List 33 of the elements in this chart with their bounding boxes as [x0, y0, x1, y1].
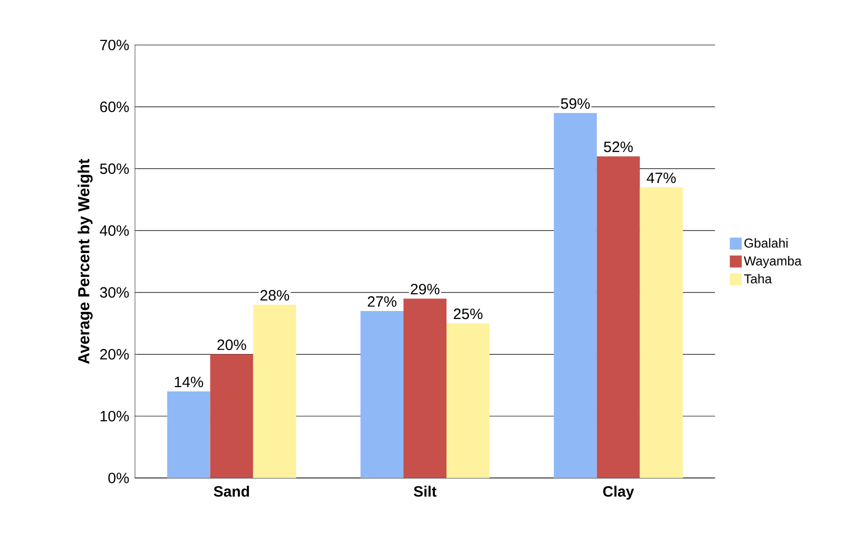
- bar: [640, 187, 683, 478]
- x-tick-label: Clay: [603, 486, 634, 500]
- y-tick-label: 70%: [100, 40, 129, 50]
- legend-label: Taha: [744, 274, 772, 284]
- data-label: 52%: [604, 142, 633, 152]
- data-label: 27%: [368, 296, 396, 307]
- y-tick-label: 50%: [100, 163, 129, 174]
- bar: [210, 354, 254, 478]
- legend-label: Gbalahi: [744, 238, 788, 248]
- bar: [446, 323, 490, 478]
- x-tick-label: Sand: [214, 486, 249, 497]
- y-tick-label: 60%: [100, 102, 129, 112]
- y-tick-label: 30%: [100, 287, 129, 298]
- data-label: 47%: [646, 172, 676, 184]
- bar: [253, 304, 296, 478]
- bar: [167, 391, 210, 478]
- y-axis-title: Average Percent by Weight: [78, 158, 93, 364]
- y-tick-label: 40%: [100, 225, 129, 236]
- data-label: 59%: [560, 98, 590, 109]
- bar: [360, 310, 404, 478]
- bar: [404, 298, 447, 478]
- data-label: 28%: [260, 290, 290, 301]
- y-tick-label: 0%: [108, 472, 129, 484]
- data-label: 14%: [174, 376, 204, 388]
- data-label: 20%: [217, 339, 246, 350]
- y-tick-label: 10%: [100, 410, 129, 422]
- bar: [554, 113, 597, 478]
- bar: [596, 156, 640, 478]
- legend-label: Wayamba: [744, 256, 802, 268]
- data-label: 29%: [410, 284, 440, 294]
- data-label: 25%: [454, 308, 482, 320]
- x-tick-label: Silt: [414, 486, 436, 497]
- y-tick-label: 20%: [100, 348, 129, 360]
